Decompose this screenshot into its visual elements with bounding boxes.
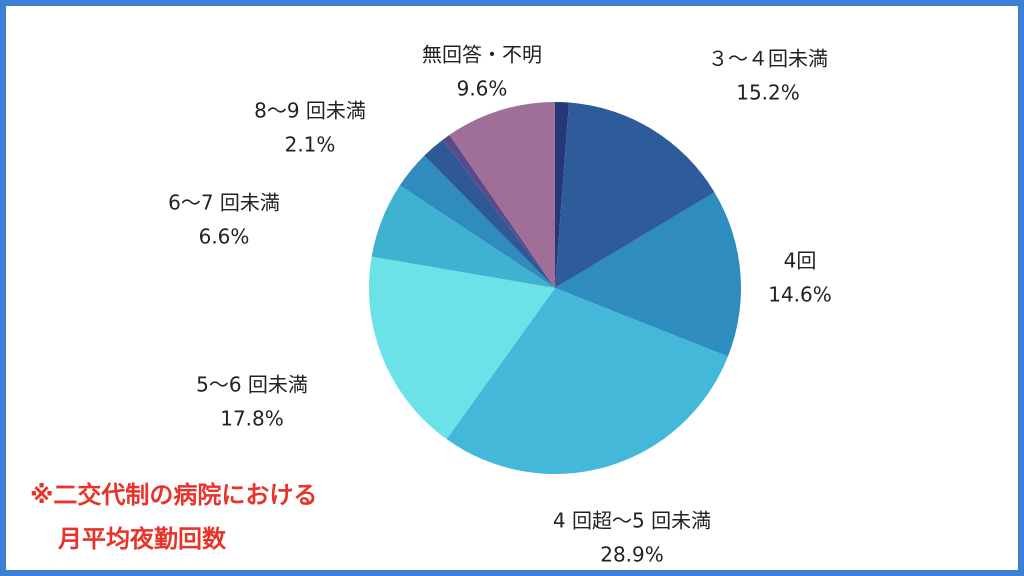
slice-label: 無回答・不明 bbox=[422, 43, 542, 67]
slice-value-label: 2.1% bbox=[285, 133, 336, 157]
slice-label: 5～6 回未満 bbox=[196, 373, 308, 397]
slice-value-label: 17.8% bbox=[220, 407, 284, 431]
slice-label: 4回 bbox=[784, 249, 817, 273]
pie-slice bbox=[371, 185, 555, 288]
pie-slice bbox=[424, 139, 555, 288]
slice-value-label: 14.6% bbox=[768, 283, 832, 307]
pie-slice bbox=[555, 192, 741, 357]
pie-slice bbox=[368, 256, 555, 440]
slice-label: 4 回超～5 回未満 bbox=[553, 509, 711, 533]
slice-value-label: 6.6% bbox=[199, 225, 250, 249]
slice-label: 6～7 回未満 bbox=[168, 191, 280, 215]
pie-slice bbox=[442, 134, 555, 288]
slice-value-label: 9.6% bbox=[457, 77, 508, 101]
pie-slice bbox=[399, 155, 555, 288]
slice-value-label: 28.9% bbox=[600, 543, 664, 567]
pie-slice bbox=[449, 102, 555, 288]
pie-slice bbox=[555, 102, 570, 288]
pie-slice bbox=[555, 102, 715, 288]
slice-label: ３～４回未満 bbox=[708, 47, 828, 71]
pie-slice bbox=[446, 288, 728, 474]
slice-label: 8～9 回未満 bbox=[254, 99, 366, 123]
annotation: 月平均夜勤回数 bbox=[57, 525, 227, 553]
slice-value-label: 15.2% bbox=[736, 81, 800, 105]
annotation: ※二交代制の病院における bbox=[30, 481, 317, 509]
